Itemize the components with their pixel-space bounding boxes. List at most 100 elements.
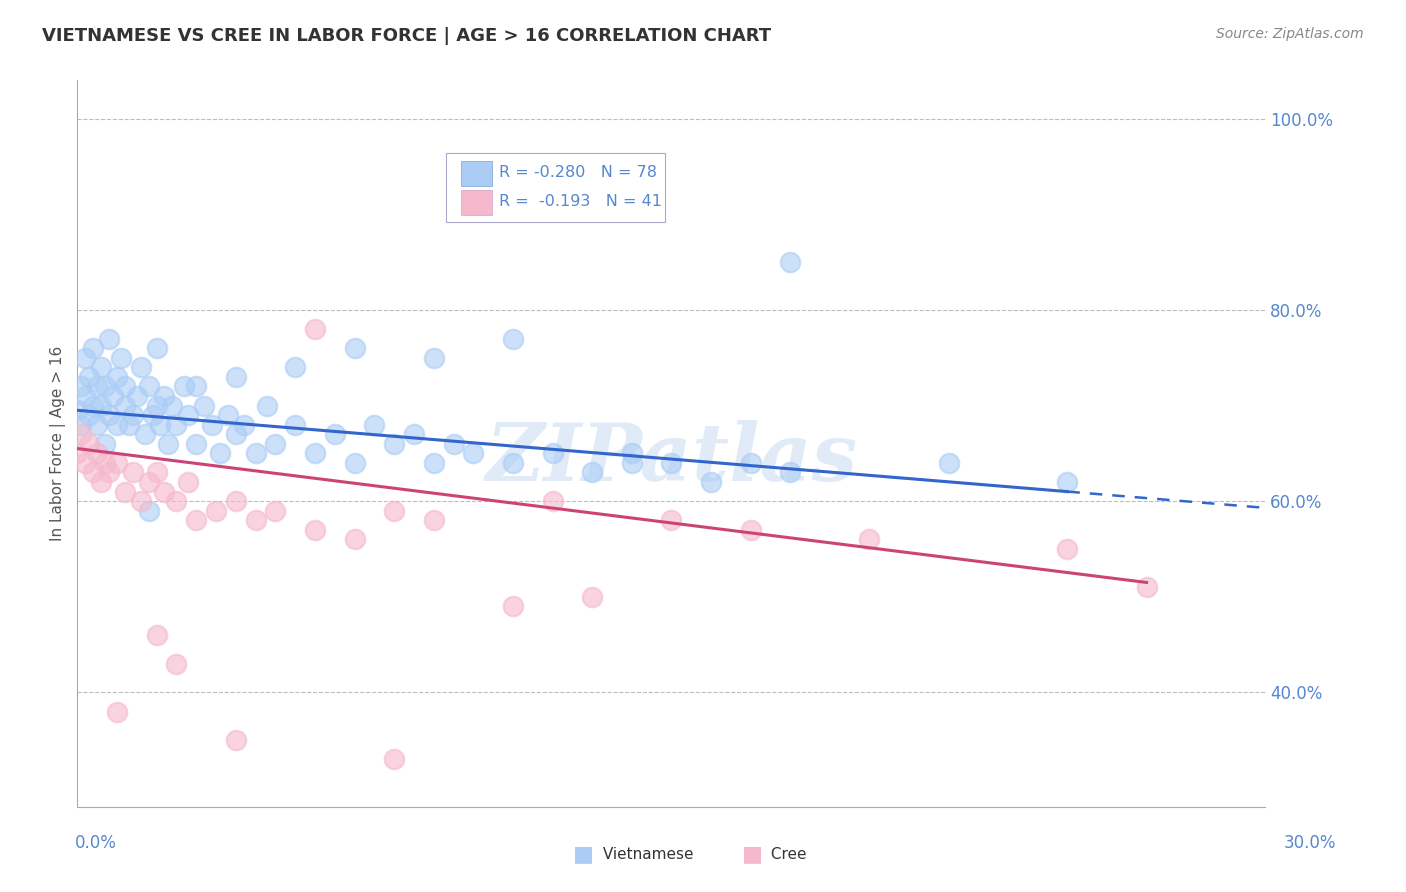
Point (138, 504, 160, 518)
Point (105, 456, 128, 470)
Point (186, 436, 208, 450)
Point (77, 369, 100, 384)
Text: ZIPatlas: ZIPatlas (485, 419, 858, 497)
Point (205, 504, 228, 518)
Point (382, 436, 405, 450)
Text: Source: ZipAtlas.com: Source: ZipAtlas.com (1216, 27, 1364, 41)
Point (82, 399, 104, 413)
Point (541, 494, 564, 508)
Point (304, 446, 326, 460)
Point (201, 417, 224, 432)
Point (145, 628, 167, 642)
Point (463, 446, 485, 460)
Point (225, 427, 247, 442)
Point (114, 484, 136, 499)
Point (225, 494, 247, 508)
Point (700, 475, 723, 489)
Point (82, 341, 104, 355)
Point (423, 456, 446, 470)
Point (90, 475, 112, 489)
Point (343, 341, 366, 355)
Point (779, 255, 801, 269)
Point (245, 446, 267, 460)
Point (86, 379, 108, 393)
Point (363, 417, 385, 432)
Point (86, 417, 108, 432)
Point (114, 379, 136, 393)
Point (264, 436, 287, 450)
Point (138, 379, 160, 393)
Point (105, 705, 128, 719)
Point (225, 369, 247, 384)
Point (938, 456, 960, 470)
Point (157, 436, 180, 450)
Point (129, 360, 152, 375)
Point (423, 513, 446, 527)
Point (382, 752, 405, 766)
Point (165, 657, 187, 671)
Point (121, 466, 143, 480)
Point (90, 360, 112, 375)
Point (225, 733, 247, 747)
Point (134, 427, 156, 442)
Point (1056, 475, 1078, 489)
Point (66, 446, 89, 460)
Text: R =  -0.193   N = 41: R = -0.193 N = 41 (499, 194, 662, 210)
Point (217, 408, 239, 422)
Point (740, 523, 762, 537)
Point (125, 389, 148, 403)
Point (193, 399, 215, 413)
Point (779, 466, 801, 480)
Point (661, 513, 683, 527)
Point (323, 427, 346, 442)
Point (208, 446, 231, 460)
Point (343, 456, 366, 470)
Point (502, 332, 524, 346)
Point (70, 417, 93, 432)
Point (75, 456, 97, 470)
Point (153, 389, 176, 403)
Point (343, 533, 366, 547)
Point (177, 408, 200, 422)
Point (94, 456, 117, 470)
Point (165, 494, 187, 508)
Point (177, 475, 200, 489)
Point (186, 513, 208, 527)
Point (165, 417, 187, 432)
Point (145, 399, 167, 413)
Point (382, 504, 405, 518)
Point (94, 379, 117, 393)
Y-axis label: In Labor Force | Age > 16: In Labor Force | Age > 16 (51, 346, 66, 541)
Text: ■: ■ (742, 845, 762, 864)
Point (105, 369, 128, 384)
Point (86, 446, 108, 460)
Point (70, 427, 93, 442)
Point (284, 360, 307, 375)
Point (70, 379, 93, 393)
FancyBboxPatch shape (461, 161, 492, 186)
Point (264, 504, 287, 518)
Point (75, 389, 97, 403)
Point (858, 533, 880, 547)
Point (105, 417, 128, 432)
FancyBboxPatch shape (461, 190, 492, 215)
Point (1136, 580, 1159, 594)
Point (129, 494, 152, 508)
Text: R = -0.280   N = 78: R = -0.280 N = 78 (499, 165, 657, 180)
Point (284, 417, 307, 432)
Text: Vietnamese: Vietnamese (598, 847, 693, 862)
Point (138, 475, 160, 489)
Text: 0.0%: 0.0% (75, 834, 117, 852)
Point (581, 590, 603, 604)
Point (1056, 541, 1078, 556)
Point (173, 379, 195, 393)
Point (232, 417, 254, 432)
Point (145, 466, 167, 480)
Point (304, 523, 326, 537)
Point (304, 322, 326, 336)
Point (620, 456, 643, 470)
Point (186, 379, 208, 393)
Point (162, 399, 184, 413)
Point (581, 466, 603, 480)
Text: 30.0%: 30.0% (1284, 834, 1337, 852)
